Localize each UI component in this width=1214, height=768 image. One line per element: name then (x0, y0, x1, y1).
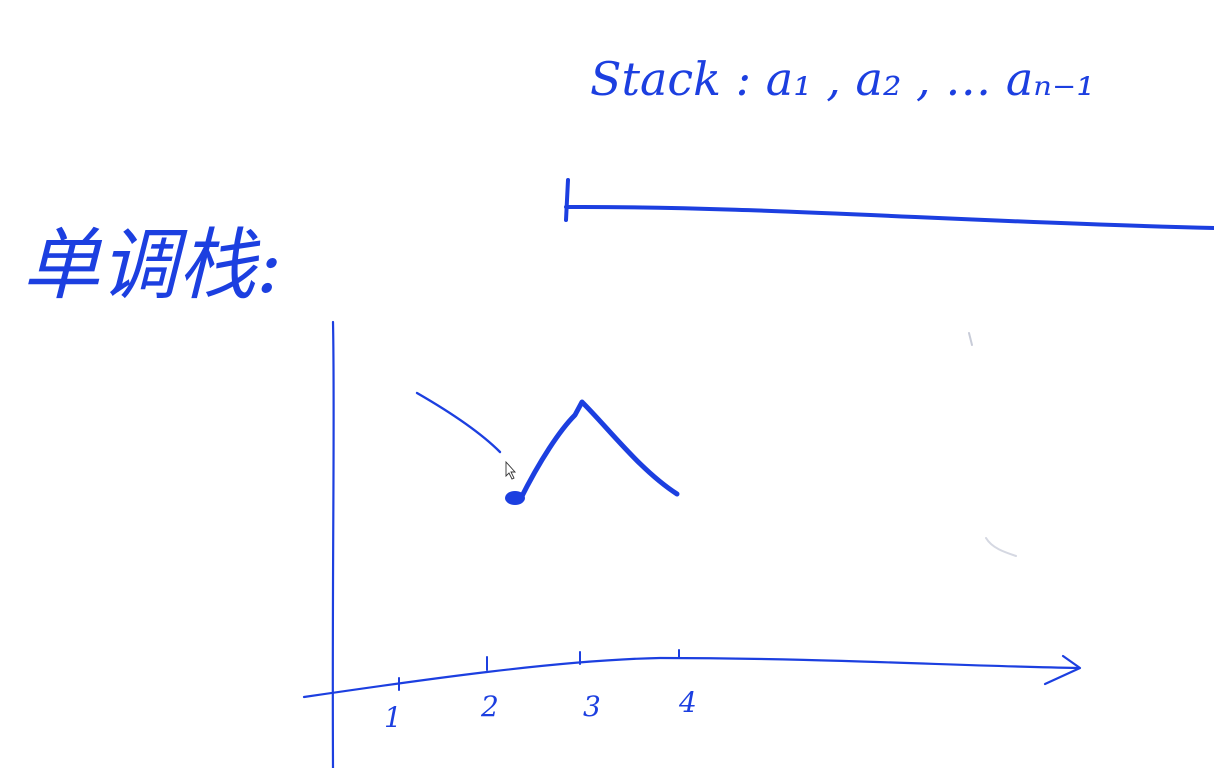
tick-label: 1 (384, 701, 402, 734)
stack-line (564, 178, 1214, 230)
sketch-line-thin (415, 391, 502, 454)
arrow-pointer-icon (505, 460, 517, 480)
stack-note: Stack : a₁ , a₂ , … aₙ₋₁ (590, 52, 1095, 106)
x-axis-arrow-icon (1043, 654, 1082, 686)
tick-label: 2 (480, 690, 499, 723)
tick-label: 3 (583, 690, 601, 723)
x-axis (302, 656, 1080, 699)
faint-mark (985, 537, 1017, 557)
tick-label: 4 (678, 686, 697, 719)
faint-mark (968, 332, 973, 346)
sketch-line-thick (517, 399, 680, 503)
sketch-dot (505, 491, 525, 505)
whiteboard-heading: 单调栈: (22, 221, 282, 311)
y-axis (331, 320, 335, 768)
x-axis-tick-labels: 1 2 3 4 (384, 686, 697, 734)
x-axis-ticks (398, 649, 680, 691)
